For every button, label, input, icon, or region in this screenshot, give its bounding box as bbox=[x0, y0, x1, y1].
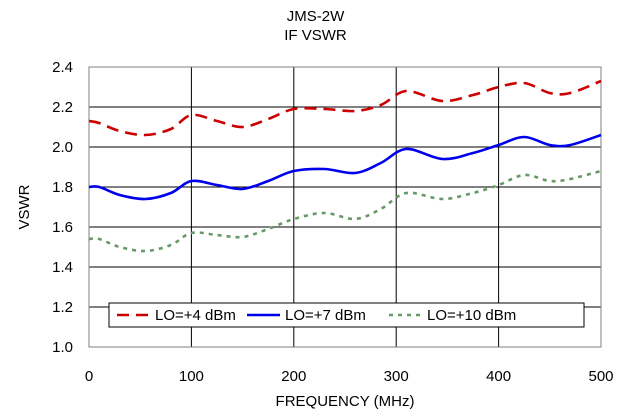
y-tick-label: 1.4 bbox=[52, 259, 73, 276]
y-tick-label: 1.0 bbox=[52, 339, 73, 356]
x-tick-label: 100 bbox=[179, 368, 204, 385]
y-tick-label: 1.6 bbox=[52, 219, 73, 236]
y-tick-label: 1.2 bbox=[52, 299, 73, 316]
y-tick-label: 2.4 bbox=[52, 59, 73, 76]
y-tick-labels: 1.0 1.2 1.4 1.6 1.8 2.0 2.2 2.4 bbox=[52, 59, 73, 356]
legend-label-1: LO=+4 dBm bbox=[155, 307, 236, 324]
x-tick-label: 300 bbox=[384, 368, 409, 385]
chart-subtitle: IF VSWR bbox=[284, 27, 347, 44]
legend: LO=+4 dBm LO=+7 dBm LO=+10 dBm bbox=[108, 302, 585, 328]
x-tick-label: 400 bbox=[486, 368, 511, 385]
x-axis-label: FREQUENCY (MHz) bbox=[276, 393, 415, 410]
y-axis-label: VSWR bbox=[16, 184, 33, 229]
x-tick-label: 0 bbox=[85, 368, 93, 385]
y-tick-label: 1.8 bbox=[52, 179, 73, 196]
series-layer bbox=[88, 79, 602, 253]
y-tick-label: 2.0 bbox=[52, 139, 73, 156]
x-tick-label: 200 bbox=[281, 368, 306, 385]
series-line-1 bbox=[88, 79, 602, 137]
x-tick-labels: 0 100 200 300 400 500 bbox=[85, 368, 614, 385]
legend-box bbox=[108, 302, 585, 328]
chart-title: JMS-2W bbox=[286, 8, 345, 25]
series-line-2 bbox=[88, 133, 602, 201]
plot-frame bbox=[88, 66, 602, 348]
series-line-3 bbox=[88, 169, 602, 253]
y-tick-label: 2.2 bbox=[52, 99, 73, 116]
legend-label-3: LO=+10 dBm bbox=[427, 307, 516, 324]
legend-label-2: LO=+7 dBm bbox=[285, 307, 366, 324]
x-tick-label: 500 bbox=[588, 368, 613, 385]
